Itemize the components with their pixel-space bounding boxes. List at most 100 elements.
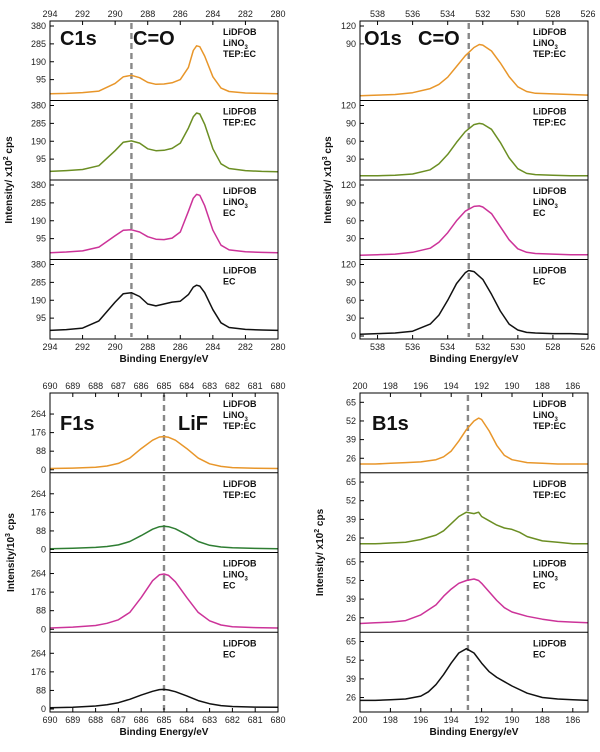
o1s-series-line (359, 43, 589, 97)
b1s-ytick-label: 26 (346, 613, 356, 623)
f1s-xtick-label-top: 688 (88, 381, 103, 391)
c1s-xtick-label-top: 284 (205, 9, 220, 19)
f1s-x-axis-title: Binding Energy/eV (120, 727, 209, 738)
o1s-series-line (360, 122, 588, 177)
b1s-xtick-label-top: 194 (444, 381, 459, 391)
f1s-y-axis-title: Intensity/103 cps (5, 513, 17, 592)
c1s-legend-label: LiDFOB (223, 107, 257, 117)
f1s-xtick-label: 684 (179, 715, 194, 725)
c1s-legend-label: LiNO3 (223, 38, 249, 51)
b1s-ytick-label: 26 (346, 453, 356, 463)
f1s-series-line (49, 525, 279, 550)
c1s-ytick-label: 380 (31, 260, 46, 270)
f1s-series-line (49, 688, 279, 709)
c1s-ytick-label: 285 (31, 198, 46, 208)
c1s-x-axis-title: Binding Energy/eV (120, 354, 209, 365)
c1s-legend-label: LiNO3 (223, 197, 249, 210)
b1s-ytick-label: 52 (346, 416, 356, 426)
f1s-xtick-label-top: 681 (248, 381, 263, 391)
b1s-xtick-label-top: 200 (352, 381, 367, 391)
b1s-legend-label: LiDFOB (533, 399, 567, 409)
f1s-series-line (49, 573, 279, 629)
c1s-ytick-label: 95 (36, 234, 46, 244)
b1s-ytick-label: 39 (346, 594, 356, 604)
o1s-y-axis-title: Intensity/ x103 cps (322, 136, 334, 224)
o1s-plot-frame (359, 20, 589, 340)
f1s-legend-label: LiDFOB (223, 559, 257, 569)
o1s-ytick-label: 30 (346, 313, 356, 323)
o1s-xtick-label-top: 538 (370, 9, 385, 19)
b1s-legend-label: TEP:EC (533, 421, 567, 431)
o1s-xtick-label-top: 532 (475, 9, 490, 19)
b1s-xtick-label-top: 188 (535, 381, 550, 391)
o1s-xtick-label-top: 526 (580, 9, 595, 19)
c1s-xtick-label-top: 288 (140, 9, 155, 19)
c1s-xtick-label: 282 (238, 342, 253, 352)
o1s-xtick-label: 528 (545, 342, 560, 352)
c1s-ytick-label: 95 (36, 313, 46, 323)
f1s-xtick-label: 686 (134, 715, 149, 725)
c1s-legend-label: LiDFOB (223, 186, 257, 196)
o1s-ytick-label: 60 (346, 136, 356, 146)
o1s-ytick-label: 120 (341, 260, 356, 270)
b1s-legend-label: LiNO3 (533, 410, 559, 423)
b1s-ytick-label: 65 (346, 477, 356, 487)
f1s-legend-label: LiDFOB (223, 638, 257, 648)
c1s-xtick-label-top: 282 (238, 9, 253, 19)
b1s-ytick-label: 39 (346, 435, 356, 445)
f1s-xtick-label: 680 (270, 715, 285, 725)
c1s-ytick-label: 190 (31, 295, 46, 305)
f1s-xtick-label: 683 (202, 715, 217, 725)
b1s-ytick-label: 26 (346, 693, 356, 703)
f1s-ytick-label: 88 (36, 606, 46, 616)
c1s-legend-label: TEP:EC (223, 49, 257, 59)
f1s-ytick-label: 176 (31, 587, 46, 597)
b1s-plot-frame (359, 392, 589, 713)
o1s-ytick-label: 120 (341, 101, 356, 111)
o1s-xtick-label-top: 530 (510, 9, 525, 19)
c1s-xtick-label-top: 280 (270, 9, 285, 19)
o1s-x-axis-title: Binding Energy/eV (430, 354, 519, 365)
b1s-legend-label: EC (533, 581, 546, 591)
b1s-ytick-label: 39 (346, 674, 356, 684)
c1s-series-line (49, 284, 279, 332)
c1s-y-axis-title: Intensity/ x102 cps (3, 136, 15, 224)
f1s-legend-label: EC (223, 649, 236, 659)
c1s-xtick-label: 294 (42, 342, 57, 352)
o1s-ytick-label: 90 (346, 39, 356, 49)
b1s-xtick-label: 188 (535, 715, 550, 725)
o1s-ytick-label: 30 (346, 234, 356, 244)
c1s-ytick-label: 95 (36, 75, 46, 85)
c1s-xtick-label: 292 (75, 342, 90, 352)
o1s-ytick-label: 30 (346, 154, 356, 164)
b1s-ytick-label: 65 (346, 637, 356, 647)
f1s-xtick-label-top: 687 (111, 381, 126, 391)
o1s-peak-annotation: C=O (418, 28, 460, 50)
b1s-ytick-label: 65 (346, 397, 356, 407)
b1s-xtick-label: 192 (474, 715, 489, 725)
f1s-legend-label: LiDFOB (223, 399, 257, 409)
b1s-ytick-label: 52 (346, 655, 356, 665)
o1s-ytick-label: 60 (346, 216, 356, 226)
f1s-panel-title: F1s (60, 413, 94, 435)
b1s-legend-label: LiDFOB (533, 638, 567, 648)
o1s-xtick-label: 530 (510, 342, 525, 352)
o1s-ytick-label: 90 (346, 277, 356, 287)
f1s-ytick-label: 0 (41, 545, 46, 555)
o1s-legend-label: EC (533, 208, 546, 218)
b1s-xtick-label-top: 196 (413, 381, 428, 391)
b1s-y-axis-title: Intensity/ x102 cps (314, 508, 326, 596)
f1s-series-line (49, 435, 279, 470)
f1s-xtick-label-top: 690 (42, 381, 57, 391)
c1s-xtick-label: 280 (270, 342, 285, 352)
o1s-ytick-label: 90 (346, 198, 356, 208)
f1s-legend-label: LiNO3 (223, 570, 249, 583)
o1s-panel-title: O1s (364, 28, 402, 50)
b1s-legend-label: EC (533, 649, 546, 659)
o1s-legend-label: TEP:EC (533, 118, 567, 128)
b1s-series-line (360, 647, 589, 702)
b1s-series-line (360, 511, 588, 545)
o1s-legend-label: LiNO3 (533, 197, 559, 210)
f1s-ytick-label: 176 (31, 667, 46, 677)
